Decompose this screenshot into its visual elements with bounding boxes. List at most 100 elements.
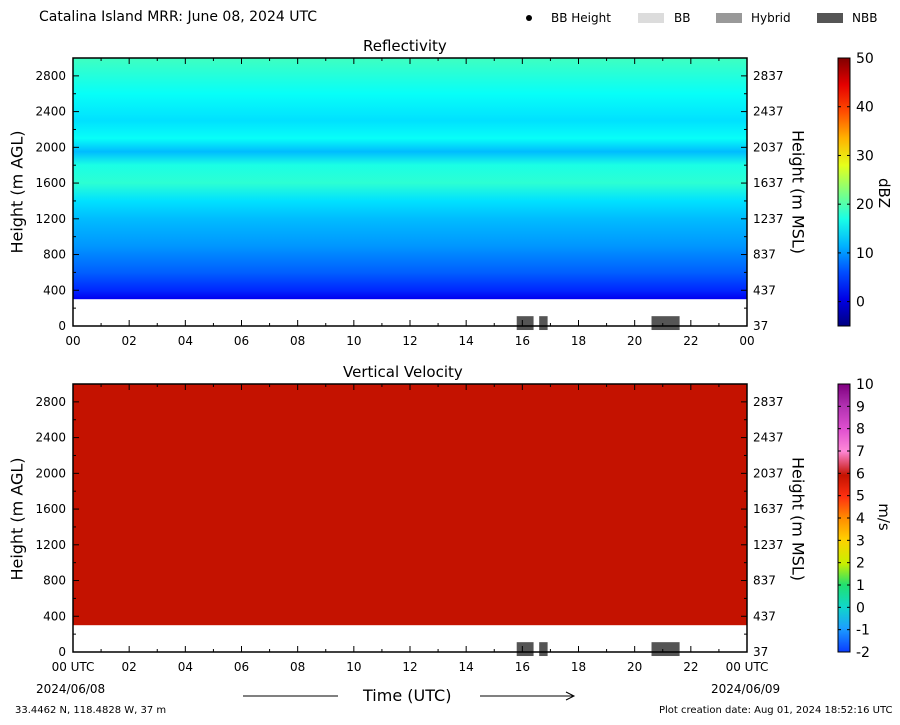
reflectivity-ylabel-right: Height (m MSL) bbox=[788, 129, 808, 255]
legend-label: NBB bbox=[852, 11, 878, 25]
y-right-tick-label: 1237 bbox=[753, 538, 784, 552]
colorbar-tick-label: 4 bbox=[856, 511, 865, 527]
y-tick-label: 1600 bbox=[35, 502, 66, 516]
hybrid-swatch bbox=[716, 13, 742, 23]
x-tick-label: 22 bbox=[683, 334, 698, 348]
bb-height-marker-icon bbox=[526, 15, 532, 21]
colorbar-tick-label: 9 bbox=[856, 399, 865, 415]
legend-label: Hybrid bbox=[751, 11, 791, 25]
y-tick-label: 400 bbox=[43, 609, 66, 623]
legend-item-bb: BB bbox=[638, 8, 708, 28]
nbb-segment bbox=[516, 642, 534, 657]
figure-title: Catalina Island MRR: June 08, 2024 UTC bbox=[39, 9, 317, 25]
nbb-segment bbox=[651, 642, 680, 657]
bb-swatch bbox=[638, 13, 664, 23]
x-tick-label: 06 bbox=[234, 334, 249, 348]
x-tick-label: 12 bbox=[402, 660, 417, 674]
y-right-tick-label: 2437 bbox=[753, 105, 784, 119]
x-tick-label: 00 UTC bbox=[52, 660, 95, 674]
colorbar-tick-label: -2 bbox=[856, 645, 870, 661]
x-tick-label: 10 bbox=[346, 660, 361, 674]
colorbar-tick-label: 2 bbox=[856, 556, 865, 572]
x-date-start: 2024/06/08 bbox=[36, 682, 106, 696]
x-tick-label: 18 bbox=[571, 660, 586, 674]
y-right-tick-label: 2837 bbox=[753, 69, 784, 83]
colorbar-tick-label: 3 bbox=[856, 533, 865, 549]
nbb-swatch bbox=[817, 13, 843, 23]
colorbar-tick-label: 1 bbox=[856, 578, 865, 594]
time-axis-label: Time (UTC) bbox=[363, 686, 452, 705]
y-tick-label: 400 bbox=[43, 283, 66, 297]
y-tick-label: 2000 bbox=[35, 140, 66, 154]
x-tick-label: 14 bbox=[459, 334, 474, 348]
velocity-ylabel-right: Height (m MSL) bbox=[788, 456, 808, 582]
x-tick-label: 08 bbox=[290, 660, 305, 674]
colorbar-tick-label: 50 bbox=[856, 51, 874, 67]
y-tick-label: 2400 bbox=[35, 105, 66, 119]
y-tick-label: 1200 bbox=[35, 212, 66, 226]
y-tick-label: 0 bbox=[58, 319, 66, 333]
velocity-field bbox=[73, 384, 747, 626]
x-tick-label: 16 bbox=[515, 334, 530, 348]
x-tick-label: 12 bbox=[402, 334, 417, 348]
colorbar-tick-label: 30 bbox=[856, 148, 874, 164]
reflectivity-colorbar bbox=[837, 57, 851, 327]
colorbar-tick-label: 7 bbox=[856, 444, 865, 460]
time-arrow-icon bbox=[243, 691, 576, 701]
colorbar-tick-label: 0 bbox=[856, 600, 865, 616]
y-right-tick-label: 37 bbox=[753, 645, 768, 659]
y-right-tick-label: 437 bbox=[753, 283, 776, 297]
y-tick-label: 2800 bbox=[35, 69, 66, 83]
colorbar-tick-label: 10 bbox=[856, 246, 874, 262]
colorbar-tick-label: 20 bbox=[856, 197, 874, 213]
x-tick-label: 10 bbox=[346, 334, 361, 348]
x-tick-label: 00 bbox=[65, 334, 80, 348]
plot-creation-date: Plot creation date: Aug 01, 2024 18:52:1… bbox=[659, 705, 893, 716]
y-tick-label: 800 bbox=[43, 574, 66, 588]
y-tick-label: 0 bbox=[58, 645, 66, 659]
y-right-tick-label: 2037 bbox=[753, 466, 784, 480]
x-tick-label: 14 bbox=[459, 660, 474, 674]
x-tick-label: 20 bbox=[627, 334, 642, 348]
y-tick-label: 1200 bbox=[35, 538, 66, 552]
y-right-tick-label: 37 bbox=[753, 319, 768, 333]
nbb-segment bbox=[516, 316, 534, 331]
velocity-ylabel: Height (m AGL) bbox=[7, 457, 27, 581]
colorbar-tick-label: 10 bbox=[856, 377, 874, 393]
colorbar-tick-label: 6 bbox=[856, 466, 865, 482]
x-tick-label: 00 bbox=[739, 334, 754, 348]
y-right-tick-label: 837 bbox=[753, 248, 776, 262]
colorbar-tick-label: 0 bbox=[856, 295, 865, 311]
reflectivity-title: Reflectivity bbox=[363, 37, 447, 55]
x-tick-label: 02 bbox=[122, 334, 137, 348]
y-tick-label: 2800 bbox=[35, 395, 66, 409]
y-right-tick-label: 2037 bbox=[753, 140, 784, 154]
x-tick-label: 16 bbox=[515, 660, 530, 674]
legend-item-nbb: NBB bbox=[817, 8, 897, 28]
colorbar-tick-label: 5 bbox=[856, 489, 865, 505]
y-tick-label: 800 bbox=[43, 248, 66, 262]
colorbar-tick-label: -1 bbox=[856, 623, 870, 639]
y-right-tick-label: 2437 bbox=[753, 431, 784, 445]
x-tick-label: 00 UTC bbox=[726, 660, 769, 674]
x-date-end: 2024/06/09 bbox=[711, 682, 781, 696]
legend-label: BB bbox=[674, 11, 691, 25]
legend-item-hybrid: Hybrid bbox=[716, 8, 806, 28]
y-right-tick-label: 837 bbox=[753, 574, 776, 588]
x-tick-label: 04 bbox=[178, 660, 193, 674]
reflectivity-field bbox=[73, 58, 747, 300]
y-right-tick-label: 1237 bbox=[753, 212, 784, 226]
y-right-tick-label: 437 bbox=[753, 609, 776, 623]
x-tick-label: 20 bbox=[627, 660, 642, 674]
y-tick-label: 1600 bbox=[35, 176, 66, 190]
vertical-velocity-title: Vertical Velocity bbox=[343, 363, 463, 381]
nbb-segment bbox=[539, 642, 548, 657]
nbb-segment bbox=[651, 316, 680, 331]
colorbar-tick-label: 8 bbox=[856, 422, 865, 438]
x-tick-label: 18 bbox=[571, 334, 586, 348]
velocity-colorbar-label: m/s bbox=[875, 503, 893, 531]
nbb-segment bbox=[539, 316, 548, 331]
y-right-tick-label: 1637 bbox=[753, 176, 784, 190]
colorbar-tick-label: 40 bbox=[856, 100, 874, 116]
